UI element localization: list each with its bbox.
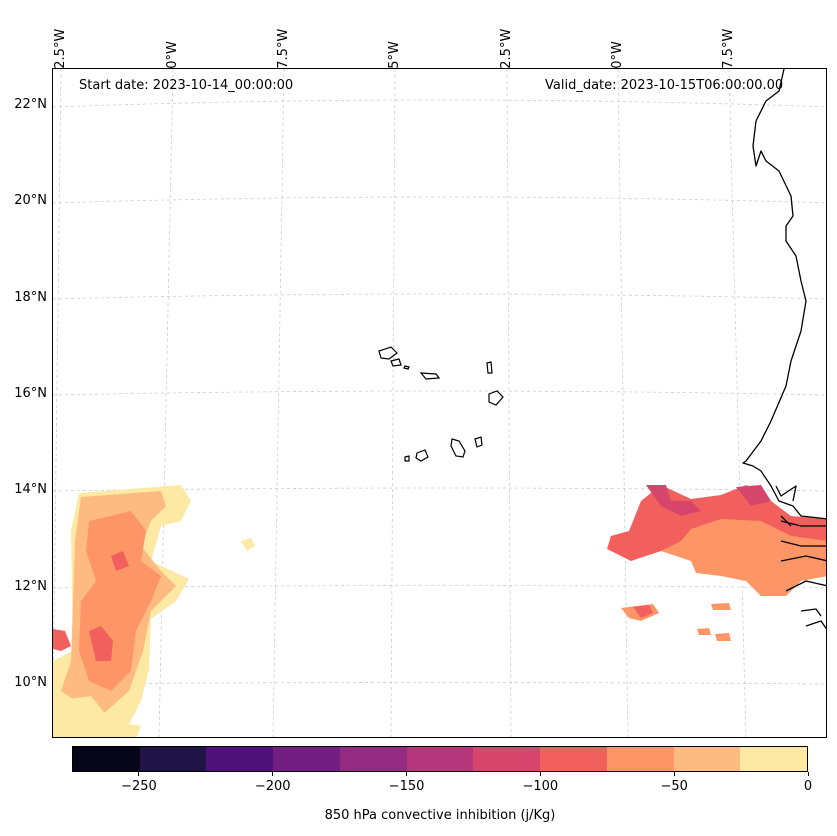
cin-east-rose-2 — [736, 485, 771, 506]
cabo-verde-islands — [378, 346, 504, 462]
meridian-17-5w — [728, 69, 747, 737]
cin-east-orange-dot-1 — [711, 603, 731, 610]
map-canvas — [53, 69, 826, 737]
meridian-22-5w — [506, 69, 512, 737]
graticule — [53, 69, 826, 737]
cin-west-red-spot — [111, 551, 129, 571]
valid-date-label: Valid_date: 2023-10-15T06:00:00.00 — [545, 78, 784, 93]
colorbar-tick-mark — [272, 772, 274, 776]
colorbar-tick-mark — [807, 772, 809, 776]
island-maio — [474, 436, 483, 448]
colorbar-tick-label: −50 — [660, 779, 688, 794]
colorbar-tick-label: −250 — [121, 779, 157, 794]
island-sao-nicolau — [419, 372, 441, 380]
colorbar-tick-mark — [406, 772, 408, 776]
lat-label-16n: 16°N — [14, 386, 47, 401]
island-santo-antao — [378, 346, 398, 360]
colorbar-tick-mark — [673, 772, 675, 776]
colorbar-segment-2 — [206, 747, 274, 771]
cin-field-east — [607, 485, 826, 641]
meridian-27-5w — [272, 69, 285, 737]
colorbar-segment-9 — [673, 747, 741, 771]
cin-east-orange — [661, 519, 826, 596]
cin-west-light-patch — [241, 538, 255, 551]
cin-field-west — [53, 485, 255, 737]
colorbar-tick-mark — [138, 772, 140, 776]
colorbar-segment-0 — [73, 747, 140, 771]
cin-east-orange-dot-2 — [697, 628, 711, 635]
colorbar-tick-label: −150 — [388, 779, 425, 794]
cin-west-red-inner — [89, 626, 113, 661]
island-sal — [486, 361, 493, 374]
colorbar-segment-1 — [139, 747, 207, 771]
cin-east-rose — [646, 485, 701, 516]
island-fogo — [415, 449, 429, 462]
parallel-16n — [53, 390, 826, 396]
colorbar-tick-mark — [539, 772, 541, 776]
colorbar-segment-8 — [606, 747, 674, 771]
coastline-west-africa — [742, 69, 826, 520]
colorbar-segment-7 — [540, 747, 607, 771]
lat-label-20n: 20°N — [14, 193, 47, 208]
cin-west-red — [53, 629, 71, 651]
colorbar — [72, 746, 808, 772]
meridian-20w — [617, 69, 629, 737]
meridian-32-5w — [53, 69, 62, 702]
lat-label-12n: 12°N — [14, 579, 47, 594]
lat-label-14n: 14°N — [14, 482, 47, 497]
coastline-senegal-detail — [775, 485, 797, 527]
island-brava — [404, 455, 410, 462]
lat-label-10n: 10°N — [14, 675, 47, 690]
lat-label-18n: 18°N — [14, 290, 47, 305]
parallel-20n — [53, 196, 826, 204]
parallel-18n — [53, 293, 826, 300]
meridian-25w — [390, 69, 396, 737]
colorbar-tick-label: −200 — [254, 779, 291, 794]
island-santa-luzia — [403, 365, 410, 370]
coastlines — [742, 69, 826, 630]
colorbar-segment-3 — [273, 747, 340, 771]
colorbar-segment-10 — [740, 747, 808, 771]
island-santiago — [450, 438, 466, 458]
parallel-22n — [53, 99, 826, 108]
colorbar-segment-5 — [406, 747, 474, 771]
coastline-gambia-guinea — [780, 520, 826, 630]
colorbar-tick-label: −100 — [522, 779, 559, 794]
cin-east-orange-dot-3 — [715, 633, 731, 641]
parallel-10n — [53, 682, 826, 685]
colorbar-title: 850 hPa convective inhibition (j/Kg) — [324, 808, 556, 823]
island-sao-vicente — [390, 358, 402, 367]
cin-west-light-bottom — [53, 696, 141, 737]
cin-east-red-small — [633, 605, 653, 618]
colorbar-segment-6 — [473, 747, 541, 771]
island-boa-vista — [488, 390, 504, 406]
start-date-label: Start date: 2023-10-14_00:00:00 — [79, 78, 294, 93]
map-panel — [52, 68, 827, 738]
colorbar-tick-label: 0 — [803, 779, 813, 794]
meridian-30w — [158, 69, 174, 737]
colorbar-segment-4 — [339, 747, 407, 771]
lat-label-22n: 22°N — [14, 97, 47, 112]
